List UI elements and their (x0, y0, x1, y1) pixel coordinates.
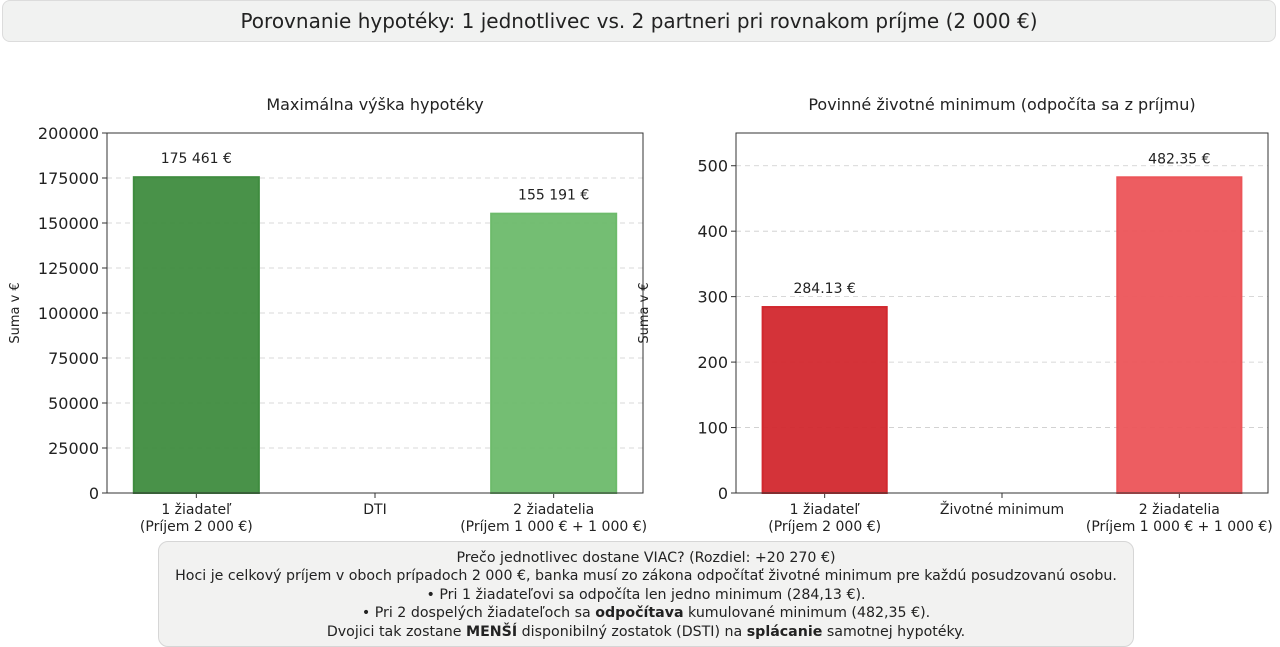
y-tick-label: 0 (89, 484, 99, 503)
note-text: Dvojici tak zostane (326, 623, 466, 640)
note-line: • Pri 1 žiadateľovi sa odpočíta len jedn… (159, 586, 1133, 604)
x-tick-label: 1 žiadateľ (Príjem 2 000 €) (140, 502, 253, 535)
note-line: Prečo jednotlivec dostane VIAC? (Rozdiel… (159, 549, 1133, 567)
y-tick-label: 100000 (38, 304, 99, 323)
y-tick-label: 0 (718, 484, 728, 503)
note-line: Dvojici tak zostane MENŠÍ disponibilný z… (159, 623, 1133, 641)
note-text: splácanie (746, 623, 823, 640)
y-tick-label: 500 (697, 157, 728, 176)
value-label: 284.13 € (793, 281, 855, 297)
y-axis-label: Suma v € (637, 282, 652, 343)
y-tick-label: 175000 (38, 169, 99, 188)
y-tick-label: 25000 (48, 439, 99, 458)
bar (490, 212, 618, 495)
note-text: odpočítava (595, 605, 684, 622)
page-title: Porovnanie hypotéky: 1 jednotlivec vs. 2… (2, 0, 1276, 42)
y-tick-label: 200 (697, 353, 728, 372)
x-tick-label: 2 žiadatelia (Príjem 1 000 € + 1 000 €) (1086, 502, 1273, 535)
x-tick-label: 2 žiadatelia (Príjem 1 000 € + 1 000 €) (460, 502, 647, 535)
plot-frame (106, 132, 644, 494)
bar (132, 176, 260, 494)
y-tick-label: 200000 (38, 124, 99, 143)
note-line: Hoci je celkový príjem v oboch prípadoch… (159, 567, 1133, 585)
note-text: Prečo jednotlivec dostane VIAC? (Rozdiel… (456, 550, 836, 566)
bar (1116, 176, 1243, 494)
y-tick-label: 75000 (48, 349, 99, 368)
value-label: 175 461 € (161, 151, 232, 167)
y-tick-label: 100 (697, 419, 728, 438)
y-tick-label: 50000 (48, 394, 99, 413)
chart-title: Povinné životné minimum (odpočíta sa z p… (808, 95, 1195, 114)
chart-title: Maximálna výška hypotéky (266, 95, 483, 114)
note-text: kumulované minimum (482,35 €). (683, 605, 931, 622)
value-label: 482.35 € (1148, 151, 1210, 167)
note-text: samotnej hypotéky. (822, 623, 966, 640)
y-tick-label: 125000 (38, 259, 99, 278)
x-tick-label: 1 žiadateľ (Príjem 2 000 €) (768, 502, 881, 535)
plot-frame (735, 132, 1269, 494)
y-tick-label: 150000 (38, 214, 99, 233)
explanation-box: Prečo jednotlivec dostane VIAC? (Rozdiel… (158, 541, 1134, 647)
y-tick-label: 300 (697, 288, 728, 307)
note-text: MENŠÍ (465, 623, 518, 640)
bar (761, 306, 888, 494)
note-line: • Pri 2 dospelých žiadateľoch sa odpočít… (159, 604, 1133, 622)
x-tick-label: Životné minimum (940, 500, 1064, 518)
note-text: disponibilný zostatok (DSTI) na (517, 623, 747, 640)
x-tick-label: DTI (363, 502, 386, 518)
value-label: 155 191 € (518, 188, 589, 204)
y-tick-label: 400 (697, 222, 728, 241)
note-text: • Pri 2 dospelých žiadateľoch sa (361, 605, 596, 622)
note-text: • Pri 1 žiadateľovi sa odpočíta len jedn… (426, 586, 866, 603)
y-axis-label: Suma v € (8, 282, 23, 343)
note-text: Hoci je celkový príjem v oboch prípadoch… (175, 568, 1117, 585)
